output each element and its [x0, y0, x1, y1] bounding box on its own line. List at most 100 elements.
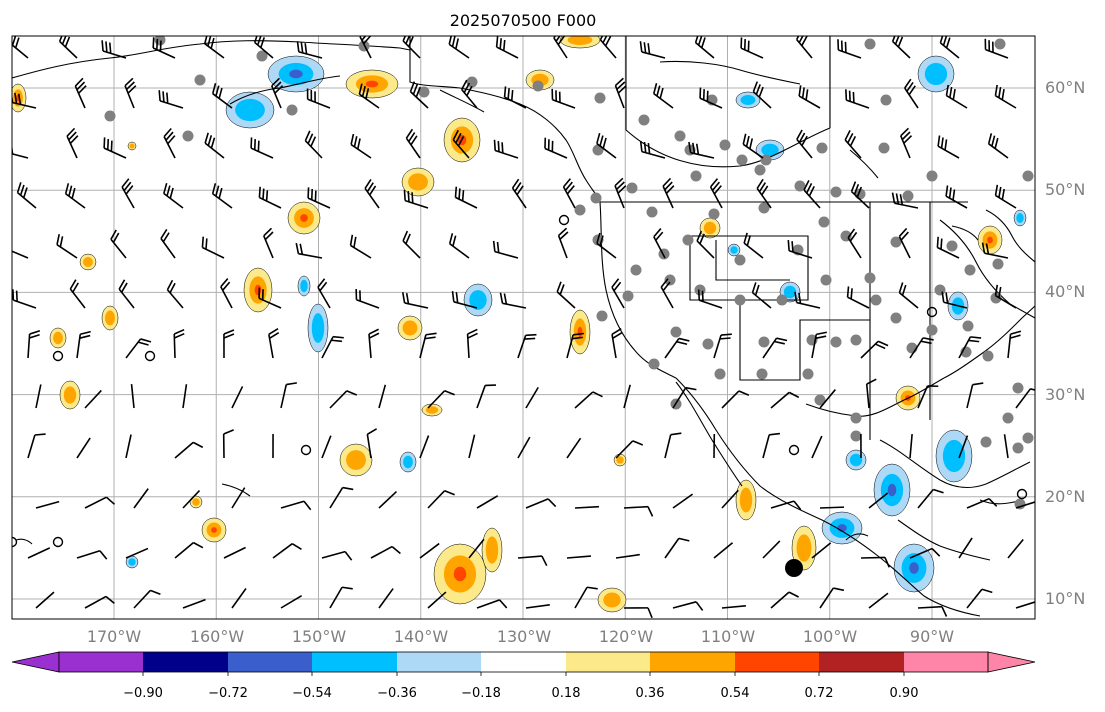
- barb-staff: [35, 591, 55, 609]
- barb-flag: [676, 340, 688, 345]
- barb-flag: [803, 180, 810, 191]
- barb-staff: [615, 553, 640, 559]
- barb-flag: [639, 41, 643, 53]
- wind-barb: [306, 88, 331, 109]
- positive-contour: [211, 527, 217, 533]
- colorbar-tick-labels: −0.90 −0.72 −0.54 −0.36 −0.18 0.18 0.36 …: [123, 686, 918, 701]
- barb-flag: [295, 242, 300, 254]
- wind-barb: [110, 229, 127, 259]
- barb-staff: [280, 384, 288, 409]
- wind-barb: [672, 386, 697, 409]
- map-frame: [11, 35, 1036, 620]
- barb-flag: [467, 328, 478, 335]
- wind-barb: [401, 292, 429, 309]
- wind-barb: [1015, 500, 1035, 509]
- wind-barb: [220, 278, 233, 309]
- colorbar-tick: −0.72: [208, 686, 248, 701]
- barb-flag: [801, 36, 808, 47]
- barb-flag: [801, 135, 808, 146]
- wind-barb: [615, 440, 644, 459]
- barb-flag: [695, 143, 700, 155]
- barb-flag: [223, 329, 235, 335]
- barb-flag: [34, 433, 46, 436]
- calm-circle: [52, 350, 64, 362]
- station-dot: [622, 290, 634, 302]
- colorbar-segment: [228, 652, 312, 672]
- map-title: 2025070500 F000: [450, 11, 597, 30]
- station-dot: [758, 202, 770, 214]
- wind-barb: [321, 550, 353, 561]
- barb-flag: [900, 127, 909, 137]
- positive-contour: [603, 592, 621, 608]
- barb-flag: [403, 189, 406, 201]
- wind-barb: [12, 289, 37, 309]
- barb-staff: [819, 389, 836, 409]
- wind-barbs: [12, 36, 1035, 619]
- wind-barb: [27, 329, 41, 359]
- barb-flag: [496, 241, 500, 253]
- wind-barb: [596, 232, 617, 259]
- barb-flag: [948, 187, 952, 199]
- station-dot: [664, 274, 676, 286]
- barb-flag: [408, 36, 414, 47]
- barb-flag: [344, 551, 353, 561]
- wind-barb: [868, 492, 889, 509]
- barb-staff: [894, 202, 919, 209]
- barb-flag: [639, 140, 643, 152]
- station-dot: [702, 338, 714, 350]
- barb-flag: [848, 90, 851, 102]
- barb-flag: [566, 185, 575, 195]
- barb-flag: [660, 278, 669, 288]
- wind-barb: [211, 83, 233, 109]
- coastline: [439, 89, 485, 113]
- barb-flag: [59, 236, 64, 248]
- barb-flag: [678, 337, 690, 342]
- barb-flag: [643, 141, 647, 153]
- barb-staff: [130, 384, 135, 409]
- barb-flag: [685, 386, 697, 391]
- wind-barb: [405, 128, 421, 159]
- positive-contour: [408, 173, 428, 191]
- barb-flag: [207, 36, 212, 47]
- barb-flag: [300, 42, 304, 54]
- barb-flag: [253, 139, 256, 150]
- barb-flag: [262, 188, 265, 200]
- barb-flag: [555, 36, 563, 42]
- barb-flag: [304, 43, 308, 55]
- wind-barb: [517, 436, 531, 459]
- wind-barb: [451, 291, 478, 309]
- wind-barb: [258, 186, 282, 209]
- wind-barb: [939, 36, 960, 59]
- wind-barb: [476, 495, 499, 509]
- wind-barb: [253, 36, 274, 59]
- wind-barb: [958, 435, 969, 459]
- barb-flag: [662, 281, 671, 292]
- wind-barb: [796, 129, 813, 159]
- station-dot: [980, 436, 992, 448]
- barb-flag: [174, 332, 185, 339]
- wind-barb: [1007, 538, 1024, 559]
- barb-flag: [341, 586, 353, 590]
- barb-flag: [457, 135, 465, 147]
- barb-flag: [688, 141, 692, 153]
- barb-staff: [770, 591, 790, 609]
- wind-barb: [566, 332, 584, 359]
- barb-flag: [222, 281, 231, 291]
- barb-flag: [402, 36, 409, 42]
- wind-barb: [160, 229, 176, 259]
- barb-flag: [165, 131, 174, 141]
- barb-flag: [755, 84, 761, 95]
- barb-flag: [364, 178, 372, 189]
- wind-barb: [891, 192, 919, 209]
- barb-flag: [652, 83, 658, 94]
- barb-staff: [909, 434, 913, 459]
- barb-staff: [76, 437, 91, 459]
- positive-contour: [192, 498, 200, 506]
- barb-flag: [945, 84, 949, 96]
- wind-barb: [76, 550, 108, 560]
- wind-barb: [118, 279, 135, 309]
- barb-flag: [884, 557, 890, 568]
- coastline: [939, 219, 1035, 319]
- barb-flag: [695, 601, 704, 611]
- wind-barb: [966, 497, 998, 509]
